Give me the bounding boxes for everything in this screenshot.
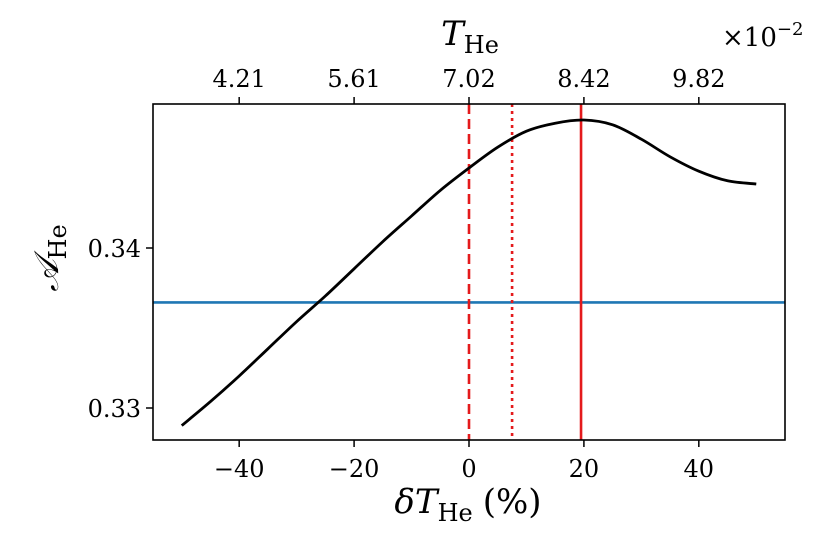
tick-labels: −40 −20 0 20 40 4.21 5.61 7.02 8.42 9.82 0.33 0.34 xyxy=(88,65,726,483)
top-axis-label: THe xyxy=(441,14,499,59)
top-tick-label: 9.82 xyxy=(672,65,725,93)
x-tick-label: 20 xyxy=(569,455,600,483)
y-tick-label: 0.33 xyxy=(88,395,141,423)
top-axis-multiplier: ×10−2 xyxy=(722,19,803,53)
x-tick-label: −20 xyxy=(329,455,380,483)
series-line-0 xyxy=(180,118,757,427)
top-tick-label: 5.61 xyxy=(327,65,380,93)
x-tick-label: −40 xyxy=(214,455,265,483)
y-axis-label: 𝒜He xyxy=(27,224,72,291)
x-tick-label: 40 xyxy=(684,455,715,483)
tick-marks xyxy=(146,97,700,447)
x-axis-label: δTHe (%) xyxy=(394,482,541,527)
top-tick-label: 4.21 xyxy=(212,65,265,93)
top-tick-label: 7.02 xyxy=(442,65,495,93)
x-tick-label: 0 xyxy=(461,455,476,483)
y-tick-label: 0.34 xyxy=(88,235,141,263)
top-tick-label: 8.42 xyxy=(557,65,610,93)
plot-area xyxy=(153,104,785,440)
